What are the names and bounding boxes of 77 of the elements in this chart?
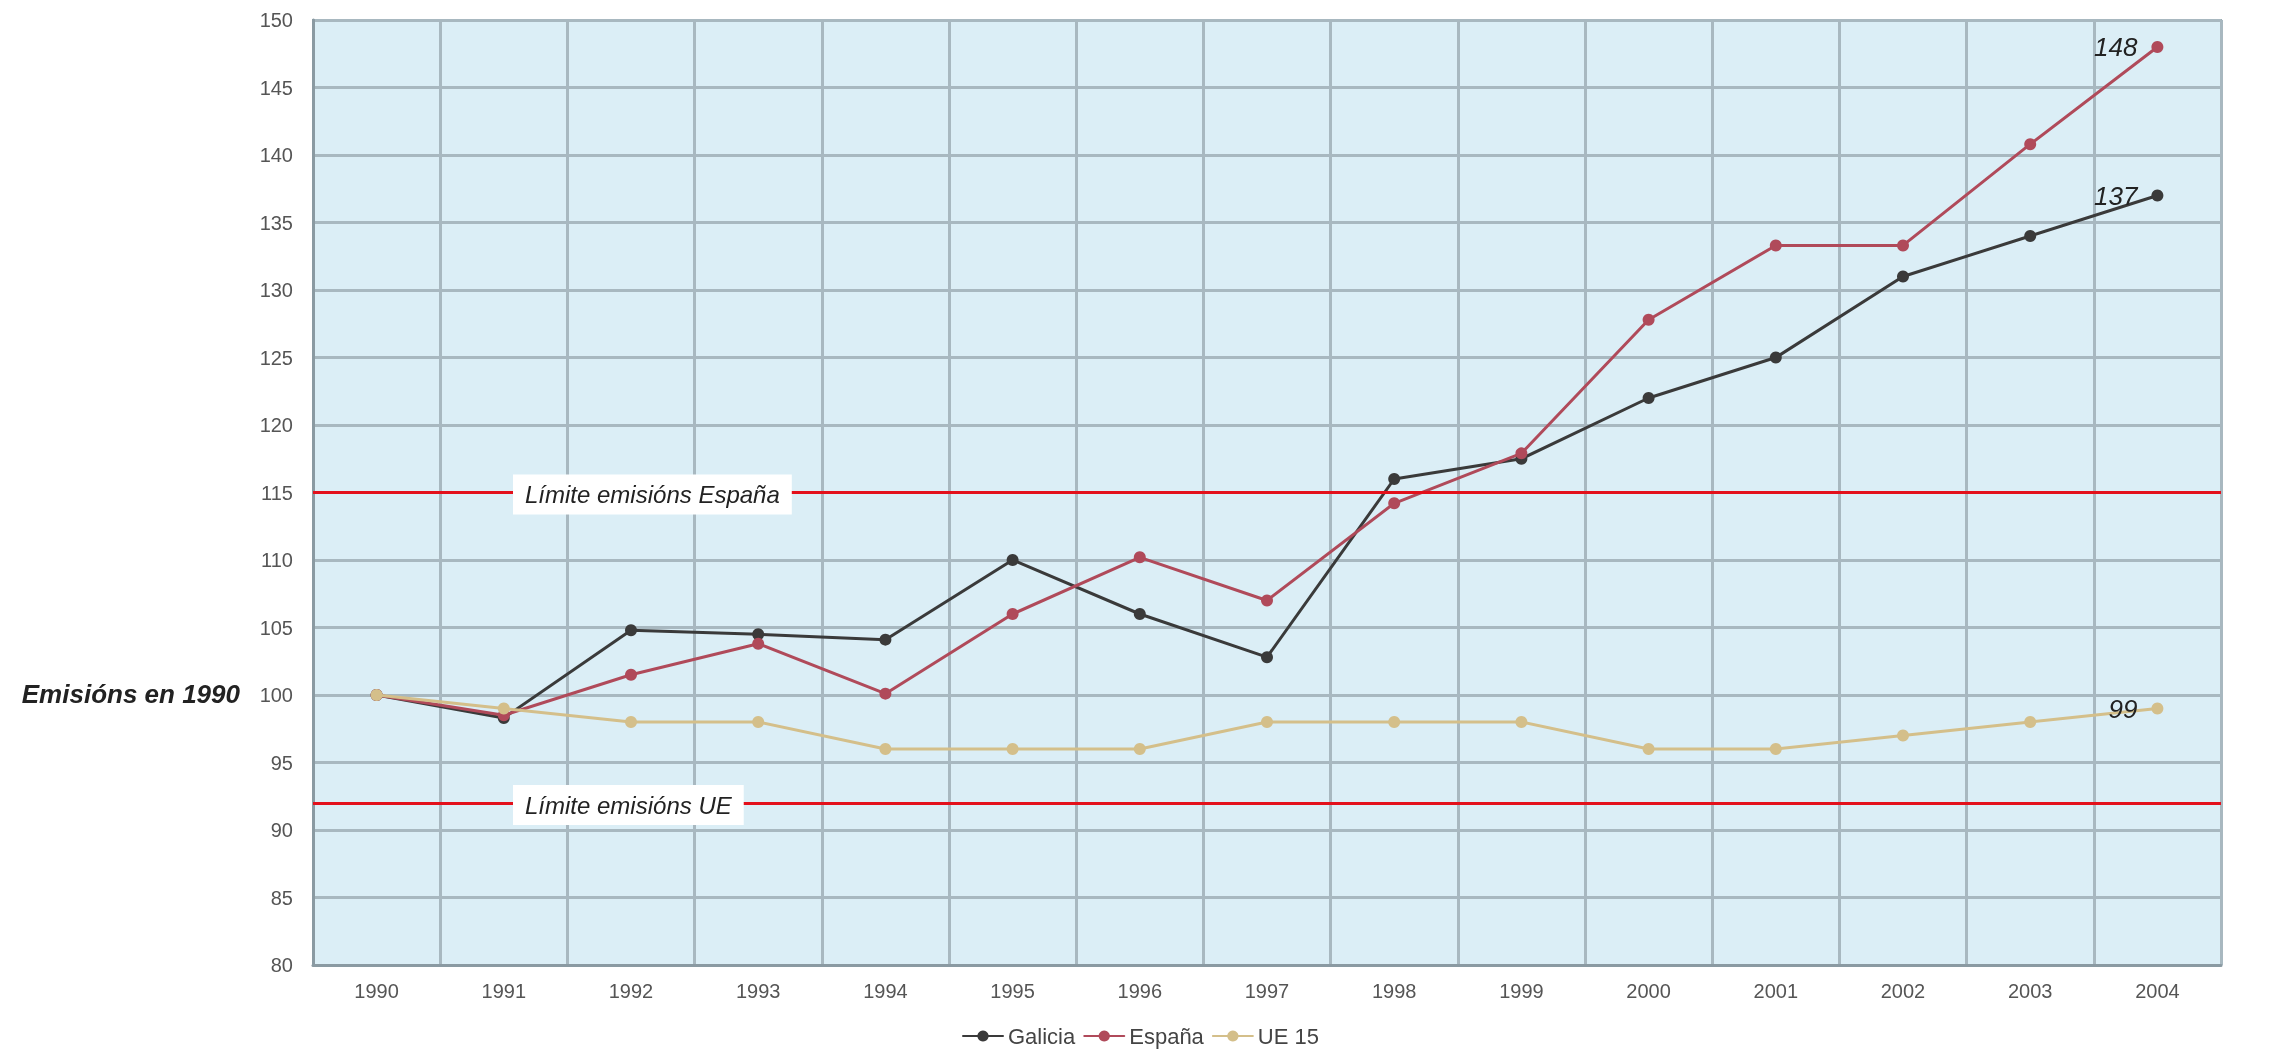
y-tick-label: 85 [270,886,293,909]
legend-label: Galicia [1008,1023,1077,1049]
point [2151,702,2164,715]
point [1133,608,1146,620]
point [1388,716,1401,728]
x-tick-label: 2002 [1880,980,1926,1002]
point [2024,716,2037,728]
x-tick-label: 1999 [1499,980,1544,1002]
point [752,637,765,650]
point [879,743,892,755]
y-tick-label: 130 [259,279,293,301]
point [1769,351,1782,364]
point [1897,729,1909,742]
y-tick-label: 150 [259,9,293,31]
ref-line-label: Límite emisións España [525,481,780,508]
point [1769,743,1782,755]
x-tick-label: 2003 [2007,980,2053,1002]
point [1133,743,1146,755]
point [2151,41,2164,53]
point [2151,189,2164,202]
point [1006,608,1019,620]
point [1261,651,1273,664]
y-tick-label: 125 [259,346,293,369]
y-tick-label: 120 [259,414,293,436]
point [1642,743,1655,755]
y-tick-label: 115 [261,481,293,504]
point [1642,392,1655,404]
y-tick-label: 145 [259,76,293,99]
point [625,624,637,637]
x-tick-label: 1990 [354,980,399,1002]
y-tick-label: 90 [270,819,293,841]
ref-line-label: Límite emisións UE [525,791,733,819]
point [1897,239,1909,252]
y-tick-label: 110 [261,549,293,571]
point [497,702,510,715]
x-tick-label: 1992 [608,980,654,1002]
point [2024,230,2037,242]
point [2024,138,2037,151]
point [879,687,892,700]
point [1642,313,1655,326]
point [879,633,892,646]
point [1897,270,1909,283]
point [1261,594,1273,607]
x-tick-label: 1994 [863,980,908,1002]
y-tick-label: 105 [259,616,293,639]
point [625,716,637,728]
y-tick-label: 80 [270,954,293,976]
point [1133,551,1146,564]
x-tick-label: 2001 [1753,980,1799,1002]
point [752,716,765,728]
point [1515,716,1528,728]
point [1388,497,1401,510]
y-tick-label: 135 [259,211,293,234]
x-tick-label: 1993 [735,980,781,1002]
data-label: 99 [2108,693,2138,724]
point [1515,447,1528,460]
data-label: 137 [2094,180,2139,211]
point [1388,473,1401,485]
legend-label: España [1129,1023,1205,1049]
x-tick-label: 1995 [990,980,1035,1002]
x-tick-label: 2004 [2135,980,2180,1002]
text: Emisións en 1990 [21,679,241,709]
point [1261,716,1273,728]
data-label: 148 [2094,32,2138,62]
y-tick-label: 95 [270,751,293,774]
point [1006,743,1019,755]
y-tick-label: 140 [259,144,293,166]
x-tick-label: 1998 [1371,980,1417,1002]
y-tick-label: 100 [259,684,293,706]
x-tick-label: 1997 [1244,980,1290,1002]
point [625,668,637,681]
x-tick-label: 1991 [481,980,527,1002]
point [1769,239,1782,252]
x-tick-label: 1996 [1117,980,1163,1002]
point [1006,554,1019,566]
x-tick-label: 2000 [1626,980,1671,1002]
legend-label: UE 15 [1257,1023,1320,1049]
